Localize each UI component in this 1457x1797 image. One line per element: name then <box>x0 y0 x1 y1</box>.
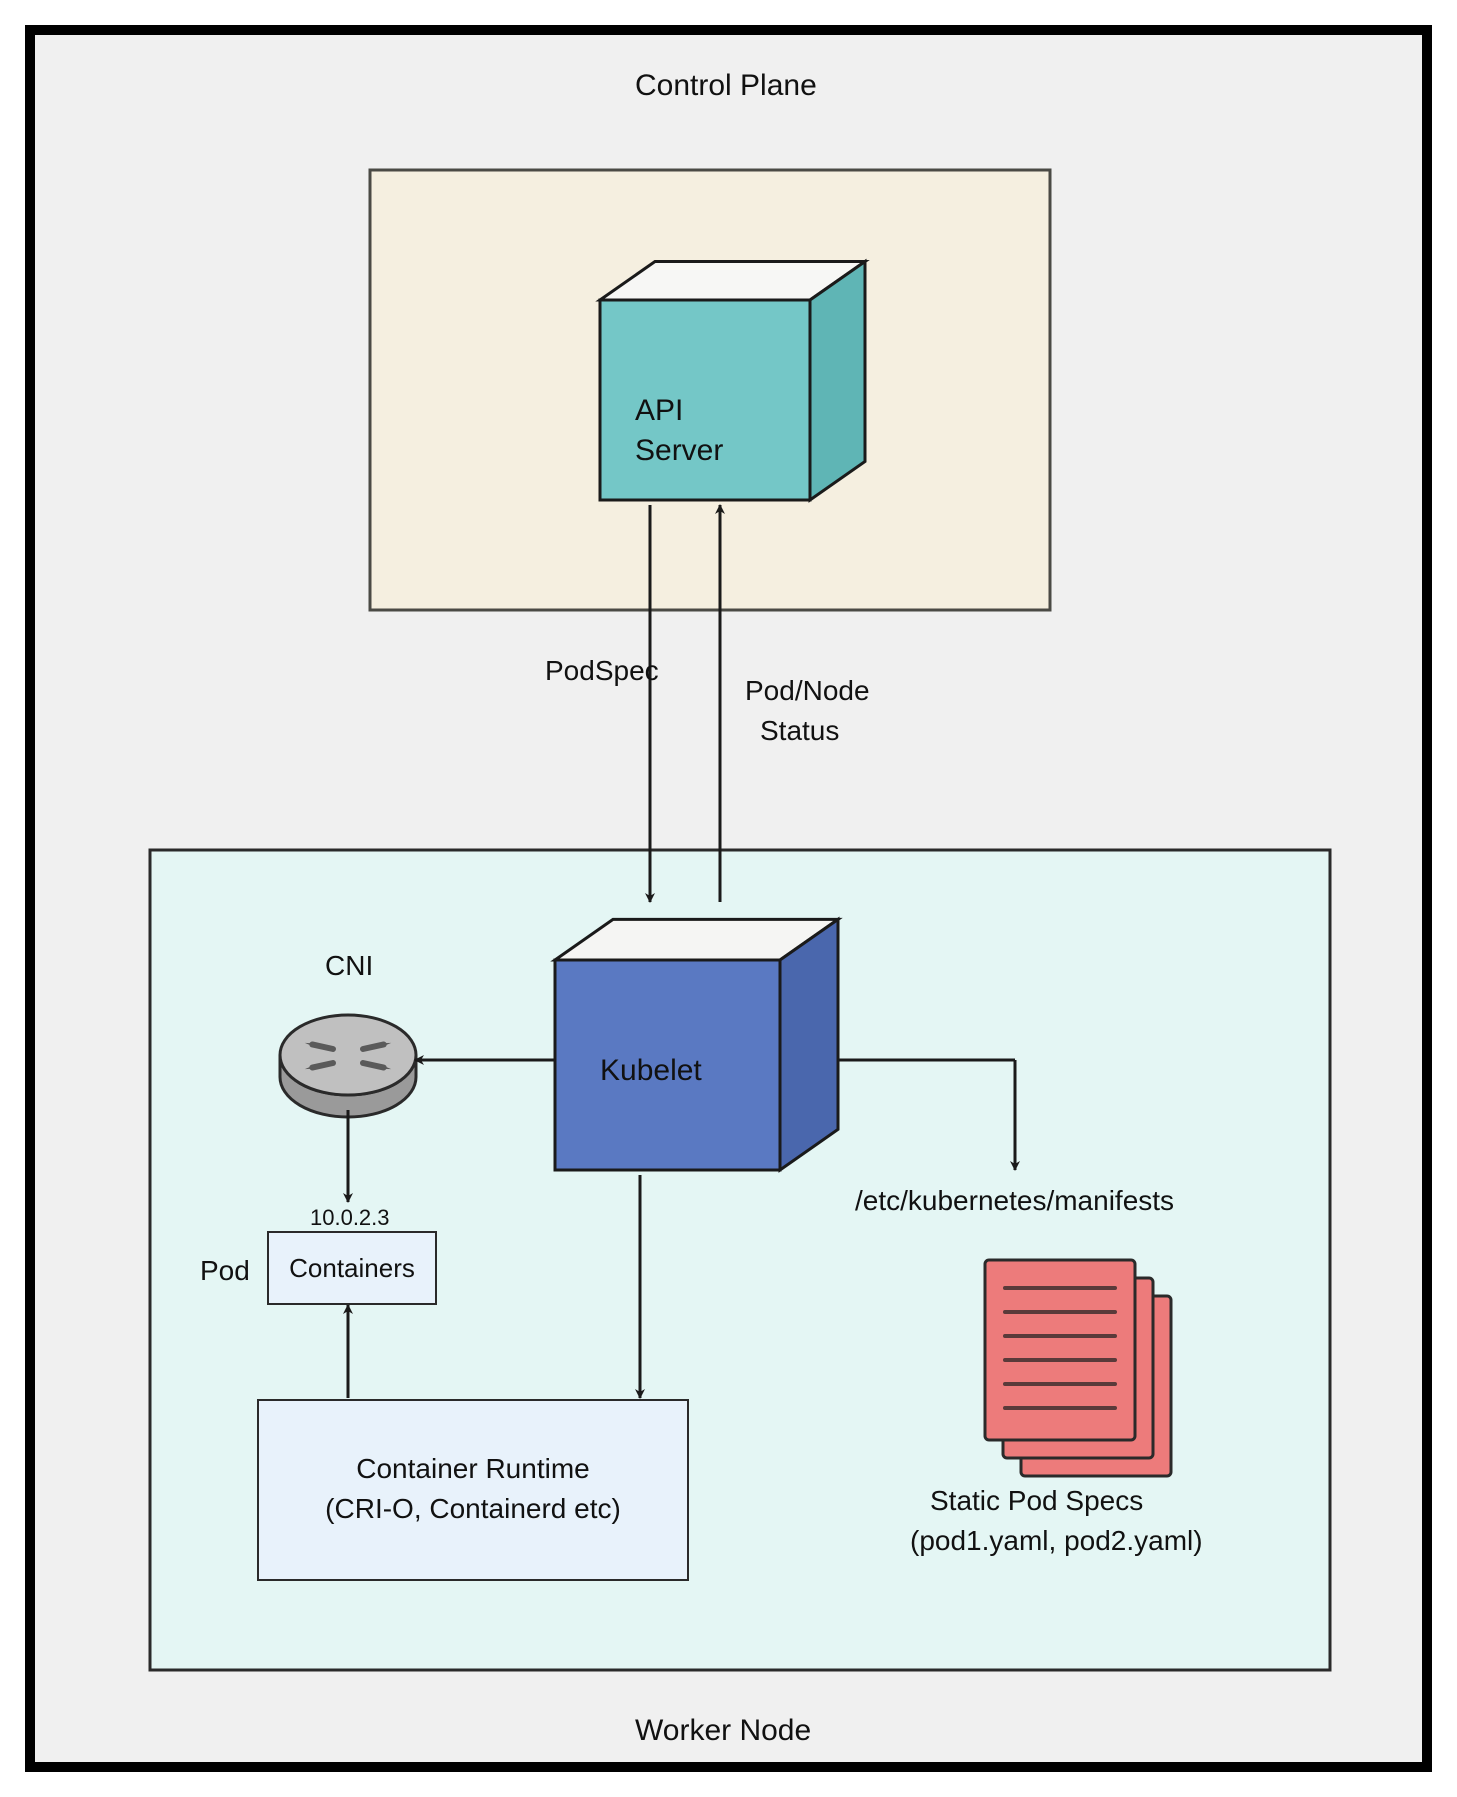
api-server-label-1: API <box>635 394 683 427</box>
label-podstatus-2: Status <box>760 715 839 746</box>
runtime-line1: Container Runtime <box>356 1453 589 1484</box>
label-podspec: PodSpec <box>545 655 659 686</box>
worker-node-title: Worker Node <box>635 1714 811 1747</box>
manifests-caption-1: Static Pod Specs <box>930 1485 1143 1516</box>
manifests-path: /etc/kubernetes/manifests <box>855 1185 1174 1216</box>
container-runtime-box <box>258 1400 688 1580</box>
runtime-line2: (CRI-O, Containerd etc) <box>325 1493 621 1524</box>
kubelet-cube <box>555 919 838 1170</box>
kubelet-label: Kubelet <box>600 1054 702 1087</box>
api-server-label-2: Server <box>635 434 723 467</box>
pod-label: Pod <box>200 1255 250 1286</box>
cni-label: CNI <box>325 950 373 981</box>
cni-router-icon <box>280 1015 416 1117</box>
containers-label: Containers <box>289 1253 415 1283</box>
manifests-caption-2: (pod1.yaml, pod2.yaml) <box>910 1525 1203 1556</box>
control-plane-title: Control Plane <box>635 69 817 102</box>
manifests-docs-icon <box>985 1260 1171 1476</box>
label-podstatus-1: Pod/Node <box>745 675 870 706</box>
pod-ip-label: 10.0.2.3 <box>310 1205 390 1230</box>
